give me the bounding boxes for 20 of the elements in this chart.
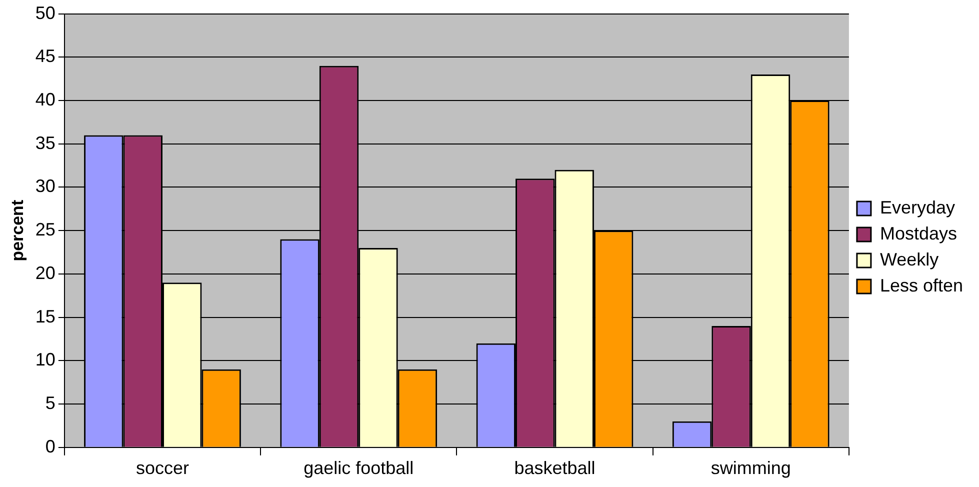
- x-tick-label: swimming: [710, 458, 791, 478]
- x-tick-label: gaelic football: [304, 458, 414, 478]
- y-tick-label: 45: [35, 46, 56, 66]
- legend-label: Mostdays: [880, 223, 957, 244]
- y-tick-label: 10: [35, 350, 56, 370]
- legend-label: Everyday: [880, 197, 955, 218]
- y-tick-label: 0: [45, 436, 56, 456]
- x-tick-label: basketball: [514, 458, 596, 478]
- y-tick-label: 35: [35, 132, 56, 153]
- y-tick-label: 50: [35, 2, 56, 23]
- y-tick-label: 25: [35, 220, 56, 240]
- legend-label: Weekly: [880, 249, 939, 270]
- y-tick-label: 5: [45, 393, 56, 414]
- y-tick-label: 15: [35, 306, 56, 326]
- x-tick-label: soccer: [136, 458, 189, 478]
- y-tick-label: 20: [35, 262, 56, 283]
- y-tick-label: 40: [35, 89, 56, 110]
- legend-label: Less often: [880, 275, 964, 296]
- y-tick-label: 30: [35, 176, 56, 196]
- y-axis-title: percent: [8, 200, 27, 262]
